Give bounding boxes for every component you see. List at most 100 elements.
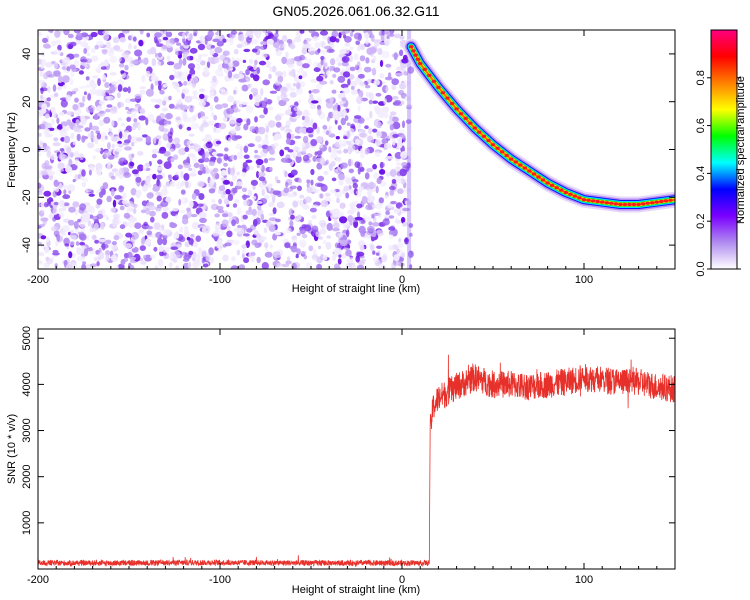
noise-blob (407, 156, 411, 163)
noise-blob (316, 126, 320, 134)
noise-blob (285, 181, 289, 188)
noise-blob (278, 43, 286, 49)
noise-blob (168, 262, 173, 268)
noise-blob (52, 208, 58, 216)
noise-blob (38, 139, 44, 148)
noise-blob (292, 200, 299, 208)
noise-blob (366, 195, 372, 204)
noise-blob (169, 180, 176, 187)
noise-blob (75, 241, 80, 246)
noise-blob (109, 72, 117, 76)
noise-blob (84, 127, 91, 132)
noise-blob (229, 113, 233, 119)
noise-blob (323, 255, 328, 261)
noise-blob (286, 132, 292, 141)
noise-blob (157, 52, 163, 58)
noise-blob (127, 205, 132, 211)
noise-blob (385, 210, 390, 216)
noise-blob (334, 169, 338, 174)
noise-blob (302, 146, 307, 154)
noise-blob (78, 70, 84, 75)
noise-blob (261, 262, 269, 269)
noise-blob (360, 43, 366, 51)
noise-blob (127, 43, 133, 50)
noise-blob (389, 189, 395, 196)
noise-blob (325, 70, 330, 76)
noise-blob (298, 75, 303, 80)
noise-blob (267, 120, 276, 128)
noise-blob (74, 174, 79, 182)
noise-blob (241, 84, 249, 92)
noise-blob (372, 163, 377, 170)
snr-xtick-label: 100 (575, 574, 593, 586)
noise-blob (298, 178, 302, 183)
noise-blob (396, 242, 404, 249)
noise-blob (38, 202, 41, 208)
noise-blob (158, 181, 162, 188)
noise-blob (68, 219, 75, 226)
colorbar-label: Normalized spectral amplitude (735, 76, 747, 224)
noise-blob (76, 255, 85, 262)
noise-blob (252, 219, 258, 227)
noise-blob (133, 207, 137, 214)
noise-blob (130, 188, 137, 196)
noise-blob (297, 99, 302, 103)
noise-blob (40, 64, 45, 70)
noise-blob (65, 165, 73, 173)
noise-blob (57, 168, 65, 172)
noise-blob (310, 79, 319, 83)
noise-blob (407, 66, 415, 74)
noise-blob (123, 212, 131, 219)
noise-blob (181, 251, 187, 256)
noise-blob (94, 239, 99, 244)
noise-blob (183, 173, 190, 181)
noise-blob (232, 187, 238, 194)
noise-blob (198, 125, 204, 132)
noise-blob (303, 254, 308, 260)
noise-blob (168, 95, 172, 101)
noise-blob (40, 223, 45, 228)
noise-blob (405, 104, 413, 108)
noise-blob (376, 121, 382, 128)
noise-blob (112, 222, 117, 228)
noise-blob (302, 204, 310, 210)
noise-blob (273, 142, 280, 147)
noise-blob (73, 53, 80, 58)
noise-blob (329, 112, 333, 118)
noise-blob (290, 214, 295, 220)
noise-blob (263, 53, 270, 58)
noise-blob (40, 108, 47, 114)
noise-blob (96, 198, 103, 205)
noise-blob (375, 92, 382, 97)
noise-blob (131, 109, 137, 118)
noise-blob (299, 199, 305, 207)
noise-blob (281, 56, 287, 65)
noise-blob (105, 239, 112, 245)
noise-blob (318, 245, 321, 250)
noise-blob (311, 225, 319, 233)
noise-blob (306, 127, 314, 134)
noise-blob (315, 83, 323, 90)
noise-blob (73, 221, 79, 229)
noise-blob (386, 120, 394, 125)
noise-blob (255, 158, 264, 166)
noise-blob (219, 54, 225, 61)
noise-blob (361, 196, 368, 204)
noise-blob (267, 183, 273, 188)
noise-blob (247, 83, 251, 89)
noise-blob (170, 251, 174, 260)
noise-blob (149, 30, 158, 34)
noise-blob (188, 167, 193, 171)
noise-blob (333, 218, 338, 223)
noise-blob (54, 30, 61, 38)
snr-ylabel: SNR (10 * v/v) (6, 414, 18, 484)
snr-xtick-label: 0 (399, 574, 405, 586)
noise-blob (372, 222, 380, 227)
noise-blob (401, 161, 408, 168)
noise-blob (61, 225, 70, 232)
noise-blob (191, 193, 197, 200)
noise-blob (128, 161, 134, 169)
noise-blob (336, 150, 343, 154)
noise-blob (131, 169, 139, 175)
noise-blob (374, 151, 381, 158)
